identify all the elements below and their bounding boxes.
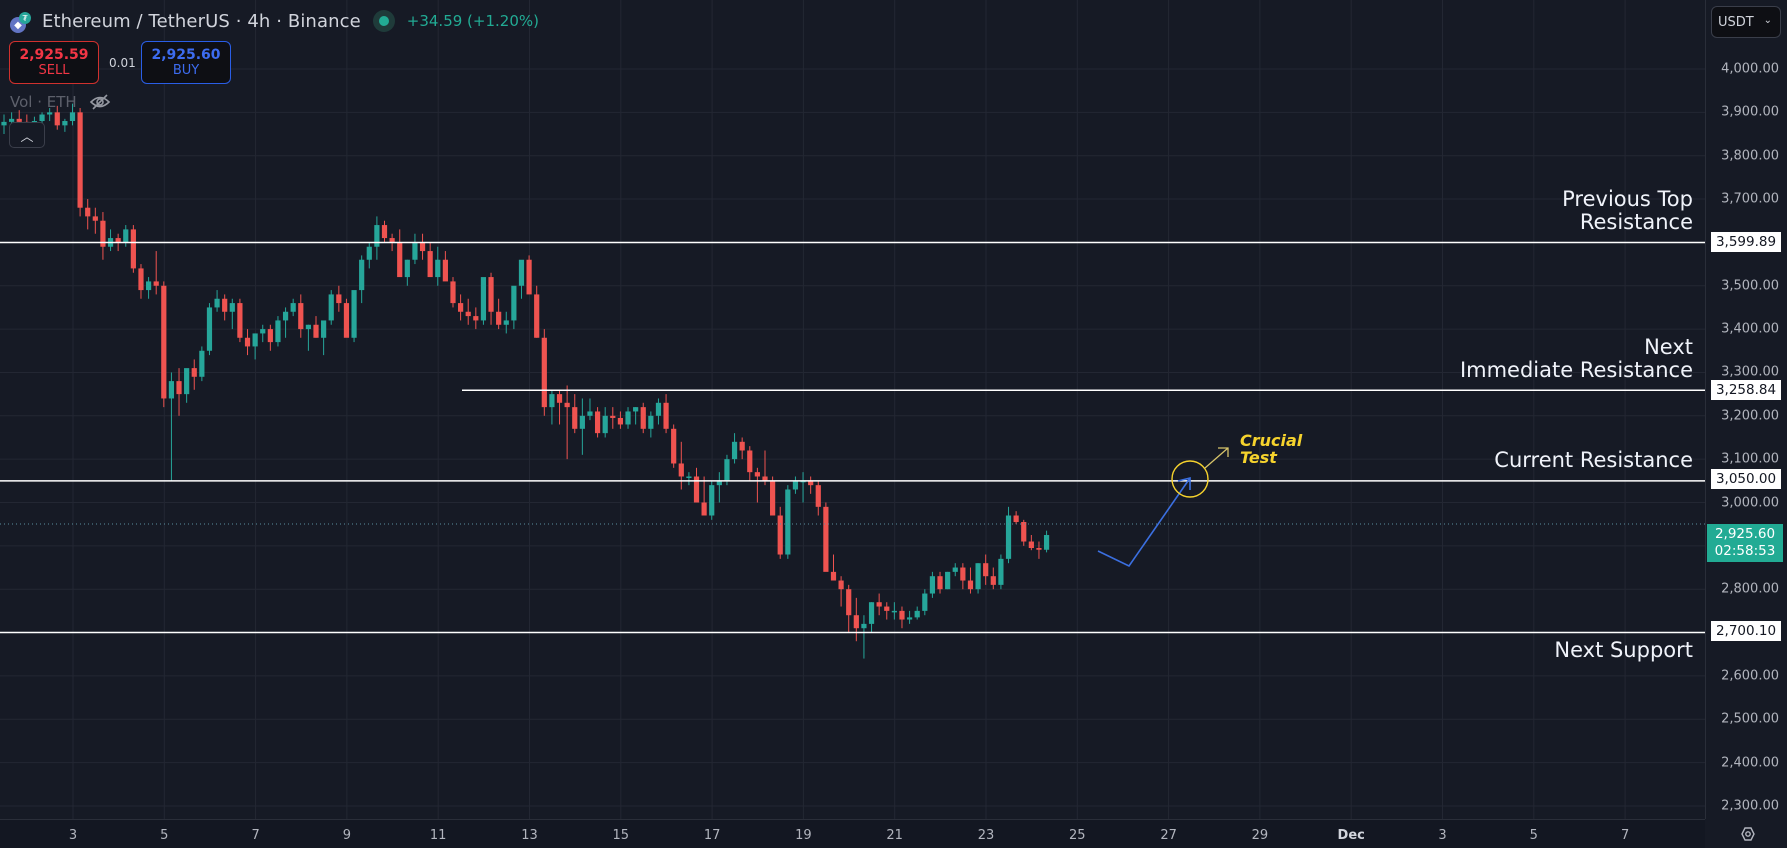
eth-usdt-pair-icon: ◆ ₮ xyxy=(8,9,34,33)
price-tick: 2,800.00 xyxy=(1721,581,1779,597)
price-tick: 3,400.00 xyxy=(1721,321,1779,337)
chevron-up-icon: ︿ xyxy=(20,129,34,145)
annotation-line: Next xyxy=(1644,335,1693,359)
price-tick: 2,300.00 xyxy=(1721,798,1779,814)
chart-canvas[interactable] xyxy=(0,0,1705,819)
level-price-label: 3,599.89 xyxy=(1711,232,1781,252)
price-axis[interactable]: 4,000.00 3,900.00 3,800.00 3,700.00 3,500.00… xyxy=(1705,0,1787,819)
symbol-title[interactable]: Ethereum / TetherUS · 4h · Binance xyxy=(42,10,361,32)
crucial-test-arrow xyxy=(1204,447,1229,469)
price-tick: 3,500.00 xyxy=(1721,278,1779,294)
time-tick: 9 xyxy=(342,828,352,843)
annotation-line: Resistance xyxy=(1579,210,1693,234)
volume-indicator-legend: Vol · ETH xyxy=(10,93,111,111)
time-tick: 11 xyxy=(429,828,447,843)
annotation-line: Previous Top xyxy=(1562,187,1693,211)
time-tick: 27 xyxy=(1160,828,1177,843)
sell-label: SELL xyxy=(38,62,70,78)
annotation-line: Current Resistance xyxy=(1494,448,1693,472)
price-tick: 3,100.00 xyxy=(1721,451,1779,467)
price-tick: 3,000.00 xyxy=(1721,495,1779,510)
time-tick: 3 xyxy=(1438,828,1447,843)
time-tick: 7 xyxy=(251,828,260,843)
annotation-line: Immediate Resistance xyxy=(1459,358,1693,382)
level-price-label: 3,050.00 xyxy=(1711,469,1781,489)
time-tick: 17 xyxy=(703,828,721,843)
price-tick: 3,300.00 xyxy=(1721,364,1779,380)
annotation-previous-top-resistance[interactable]: Previous Top Resistance xyxy=(1562,188,1693,234)
time-tick: 5 xyxy=(160,828,169,843)
chevron-down-icon: ⌄ xyxy=(1763,15,1772,26)
crucial-test-circle[interactable] xyxy=(1171,460,1209,498)
time-tick: 5 xyxy=(1529,828,1538,843)
volume-label[interactable]: Vol · ETH xyxy=(10,93,77,111)
time-tick: 21 xyxy=(886,828,903,843)
collapse-indicators-button[interactable]: ︿ xyxy=(9,122,45,148)
price-tick: 3,200.00 xyxy=(1721,408,1779,424)
time-tick: 13 xyxy=(521,828,538,843)
price-change: +34.59 (+1.20%) xyxy=(406,12,539,30)
annotation-line: Next Support xyxy=(1554,638,1693,662)
sell-button[interactable]: 2,925.59 SELL xyxy=(9,41,99,84)
time-tick: 25 xyxy=(1069,828,1086,843)
annotation-line: Test xyxy=(1240,448,1277,467)
currency-value: USDT xyxy=(1718,14,1754,30)
gear-icon[interactable] xyxy=(1735,824,1761,844)
horizontal-levels xyxy=(0,241,1705,634)
time-tick: 19 xyxy=(795,828,812,843)
eye-off-icon[interactable] xyxy=(89,94,111,110)
chart-grid xyxy=(0,0,1705,819)
sell-price: 2,925.59 xyxy=(19,46,89,63)
crucial-test-arrowhead-icon xyxy=(1218,447,1229,457)
spread-value: 0.01 xyxy=(109,55,136,70)
annotation-current-resistance[interactable]: Current Resistance xyxy=(1494,449,1693,472)
time-tick: 3 xyxy=(68,828,78,843)
time-tick: 23 xyxy=(977,828,995,843)
projection-arrowhead-icon xyxy=(1177,476,1191,490)
buy-button[interactable]: 2,925.60 BUY xyxy=(141,41,231,84)
price-tick: 3,700.00 xyxy=(1721,191,1779,207)
projection-arrow[interactable] xyxy=(1097,477,1191,568)
price-tick: 2,600.00 xyxy=(1721,668,1779,684)
market-open-status-icon[interactable] xyxy=(372,10,395,32)
candlestick-series xyxy=(1,103,1050,659)
time-tick: Dec xyxy=(1337,828,1365,843)
current-price: 2,925.60 xyxy=(1714,526,1776,542)
annotation-crucial-test[interactable]: Crucial Test xyxy=(1240,432,1302,466)
price-tick: 4,000.00 xyxy=(1721,61,1779,77)
time-tick: 7 xyxy=(1620,828,1630,843)
price-tick: 2,400.00 xyxy=(1721,755,1779,771)
annotation-line: Crucial xyxy=(1240,431,1303,450)
annotation-next-immediate-resistance[interactable]: Next Immediate Resistance xyxy=(1460,336,1693,382)
currency-select[interactable]: USDT ⌄ xyxy=(1711,6,1781,38)
price-tick: 2,500.00 xyxy=(1721,711,1779,727)
price-tick: 3,800.00 xyxy=(1721,148,1779,164)
annotation-next-support[interactable]: Next Support xyxy=(1554,639,1693,662)
buy-label: BUY xyxy=(172,62,200,78)
current-price-label: 2,925.60 02:58:53 xyxy=(1707,524,1783,562)
buy-price: 2,925.60 xyxy=(151,46,221,63)
level-price-label: 3,258.84 xyxy=(1711,380,1781,400)
price-tick: 3,900.00 xyxy=(1721,104,1779,120)
time-tick: 15 xyxy=(612,828,630,843)
candle-countdown: 02:58:53 xyxy=(1714,543,1776,559)
time-axis[interactable]: 3 5 7 9 11 13 15 17 19 21 23 25 27 29 Dec 3 5 7 xyxy=(0,819,1705,848)
symbol-header: ◆ ₮ Ethereum / TetherUS · 4h · Binance +3… xyxy=(8,8,539,34)
trade-panel: 2,925.59 SELL 0.01 2,925.60 BUY xyxy=(9,41,231,84)
level-price-label: 2,700.10 xyxy=(1711,621,1781,641)
time-tick: 29 xyxy=(1251,828,1269,843)
